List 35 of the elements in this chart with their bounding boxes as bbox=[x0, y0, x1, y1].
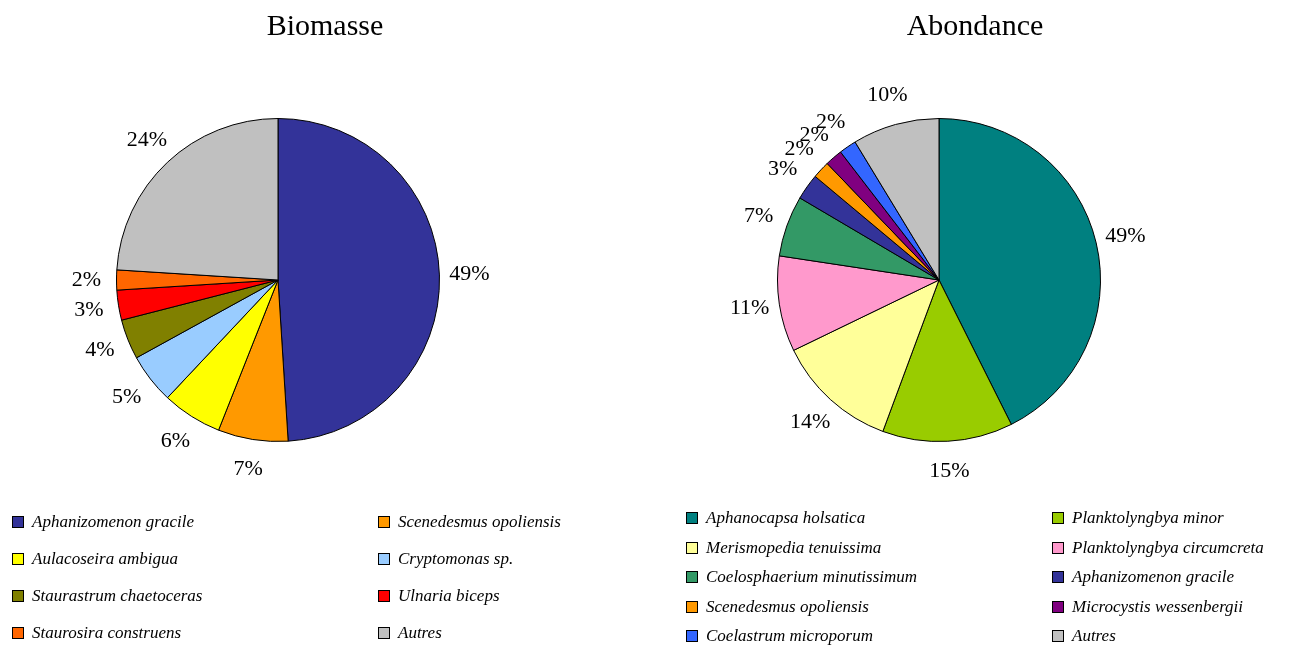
legend-label: Planktolyngbya circumcreta bbox=[1072, 537, 1264, 558]
data-label: 11% bbox=[729, 294, 770, 320]
legend-label: Staurastrum chaetoceras bbox=[32, 586, 203, 606]
legend-label: Ulnaria biceps bbox=[398, 586, 500, 606]
data-label: 2% bbox=[71, 265, 102, 291]
legend-label: Coelosphaerium minutissimum bbox=[706, 567, 918, 587]
legend-label: Planktolyngbya minor bbox=[1072, 508, 1224, 528]
data-label: 10% bbox=[867, 81, 908, 107]
data-label: 3% bbox=[74, 295, 104, 321]
data-label: 14% bbox=[790, 407, 831, 433]
data-label: 15% bbox=[929, 457, 970, 482]
data-label: 49% bbox=[449, 259, 490, 285]
legend-label: Aphanizomenon gracile bbox=[1072, 567, 1234, 587]
data-label: 6% bbox=[160, 427, 191, 453]
data-label: 49% bbox=[1105, 221, 1146, 247]
legend-label: Aphanocapsa holsatica bbox=[706, 508, 866, 528]
chart-title: Abondance bbox=[905, 8, 1045, 42]
legend-label: Merismopedia tenuissima bbox=[706, 537, 882, 558]
legend-label: Cryptomonas sp. bbox=[398, 549, 514, 569]
legend-label: Scenedesmus opoliensis bbox=[398, 512, 561, 532]
data-label: 7% bbox=[743, 201, 774, 227]
data-label: 7% bbox=[233, 454, 263, 480]
data-label: 3% bbox=[767, 155, 798, 181]
legend-label: Staurosira construens bbox=[32, 623, 182, 643]
chart-title: Biomasse bbox=[265, 8, 385, 42]
legend-label: Aulacoseira ambigua bbox=[32, 549, 178, 569]
data-label: 5% bbox=[112, 383, 142, 409]
data-label: 4% bbox=[85, 336, 115, 362]
legend-label: Scenedesmus opoliensis bbox=[706, 596, 869, 617]
legend-label: Autres bbox=[1072, 626, 1116, 646]
legend-label: Autres bbox=[398, 623, 442, 643]
legend-label: Coelastrum microporum bbox=[706, 626, 874, 646]
legend-label: Aphanizomenon gracile bbox=[32, 512, 194, 532]
data-label: 24% bbox=[126, 126, 168, 152]
legend-label: Microcystis wessenbergii bbox=[1072, 596, 1244, 617]
